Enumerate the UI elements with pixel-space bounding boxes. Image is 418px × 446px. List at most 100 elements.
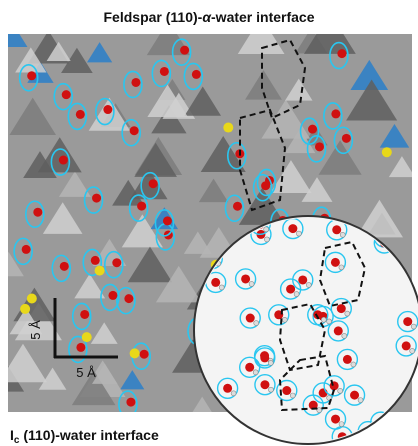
oxygen-atom	[76, 343, 85, 352]
title-part: (110)-water interface	[19, 427, 158, 443]
oxygen-atom	[211, 278, 220, 287]
oxygen-atom	[108, 291, 117, 300]
water-density	[372, 428, 392, 446]
cation	[95, 266, 105, 276]
oxygen-atom	[403, 317, 412, 326]
cation	[382, 147, 392, 157]
hydrogen-atom	[340, 232, 345, 237]
oxygen-atom	[200, 434, 209, 443]
oxygen-atom	[288, 224, 297, 233]
cation	[223, 123, 233, 133]
oxygen-atom	[334, 326, 343, 335]
hydrogen-atom	[327, 319, 332, 324]
oxygen-atom	[241, 274, 250, 283]
oxygen-atom	[337, 49, 346, 58]
oxygen-atom	[180, 46, 189, 55]
hydrogen-atom	[219, 285, 224, 290]
oxygen-atom	[343, 355, 352, 364]
hydrogen-atom	[411, 324, 416, 329]
oxygen-atom	[112, 258, 121, 267]
hydrogen-atom	[231, 391, 236, 396]
hydrogen-atom	[205, 414, 210, 419]
hydrogen-atom	[358, 398, 363, 403]
figure: Feldspar (110)-α-water interface 5 Å 5 Å…	[0, 0, 418, 446]
oxygen-atom	[223, 384, 232, 393]
oxygen-atom	[91, 256, 100, 265]
oxygen-atom	[140, 350, 149, 359]
oxygen-atom	[62, 90, 71, 99]
oxygen-atom	[331, 258, 340, 267]
oxygen-atom	[402, 341, 411, 350]
oxygen-atom	[124, 294, 133, 303]
oxygen-atom	[260, 380, 269, 389]
oxygen-atom	[163, 216, 172, 225]
bottom-title: Ic (110)-water interface	[10, 427, 159, 446]
oxygen-atom	[342, 134, 351, 143]
top-title: Feldspar (110)-α-water interface	[104, 9, 315, 25]
oxygen-atom	[130, 126, 139, 135]
oxygen-atom	[378, 433, 387, 442]
oxygen-atom	[350, 391, 359, 400]
oxygen-atom	[137, 202, 146, 211]
tetrahedron	[0, 19, 27, 47]
oxygen-atom	[33, 208, 42, 217]
hydrogen-atom	[339, 265, 344, 270]
oxygen-atom	[245, 363, 254, 372]
hydrogen-atom	[351, 362, 356, 367]
oxygen-atom	[160, 67, 169, 76]
oxygen-atom	[331, 415, 340, 424]
oxygen-atom	[315, 142, 324, 151]
title-part: -water interface	[211, 9, 315, 25]
oxygen-atom	[59, 156, 68, 165]
hydrogen-atom	[290, 393, 295, 398]
oxygen-atom	[332, 225, 341, 234]
hydrogen-atom	[296, 231, 301, 236]
hydrogen-atom	[306, 282, 311, 287]
hydrogen-atom	[338, 388, 343, 393]
oxygen-atom	[92, 194, 101, 203]
hydrogen-atom	[264, 237, 269, 242]
oxygen-atom	[233, 202, 242, 211]
hydrogen-atom	[208, 441, 213, 446]
cation	[20, 304, 30, 314]
hydrogen-atom	[384, 425, 389, 430]
oxygen-atom	[261, 181, 270, 190]
hydrogen-atom	[321, 317, 326, 322]
hydrogen-atom	[268, 360, 273, 365]
hydrogen-atom	[294, 292, 299, 297]
hydrogen-atom	[317, 408, 322, 413]
hydrogen-atom	[249, 281, 254, 286]
oxygen-atom	[103, 105, 112, 114]
oxygen-atom	[308, 125, 317, 134]
water-density	[195, 428, 215, 446]
title-part: Feldspar (110)-	[104, 9, 203, 25]
hydrogen-atom	[264, 227, 269, 232]
oxygen-atom	[149, 179, 158, 188]
hydrogen-atom	[345, 311, 350, 316]
hydrogen-atom	[339, 422, 344, 427]
oxygen-atom	[192, 70, 201, 79]
hydrogen-atom	[410, 348, 415, 353]
oxygen-atom	[282, 386, 291, 395]
oxygen-atom	[246, 314, 255, 323]
hydrogen-atom	[253, 370, 258, 375]
oxygen-atom	[286, 285, 295, 294]
cation	[82, 332, 92, 342]
hydrogen-atom	[342, 333, 347, 338]
hydrogen-atom	[268, 387, 273, 392]
scale-label: 5 Å	[76, 365, 96, 380]
oxygen-atom	[131, 78, 140, 87]
oxygen-atom	[80, 310, 89, 319]
hydrogen-atom	[346, 439, 351, 444]
cation	[27, 293, 37, 303]
oxygen-atom	[126, 398, 135, 407]
oxygen-atom	[76, 110, 85, 119]
oxygen-atom	[22, 245, 31, 254]
hydrogen-atom	[386, 440, 391, 445]
oxygen-atom	[331, 109, 340, 118]
oxygen-atom	[27, 71, 36, 80]
oxygen-atom	[337, 304, 346, 313]
oxygen-atom	[330, 381, 339, 390]
scale-label: 5 Å	[28, 320, 43, 340]
hydrogen-atom	[372, 434, 377, 439]
